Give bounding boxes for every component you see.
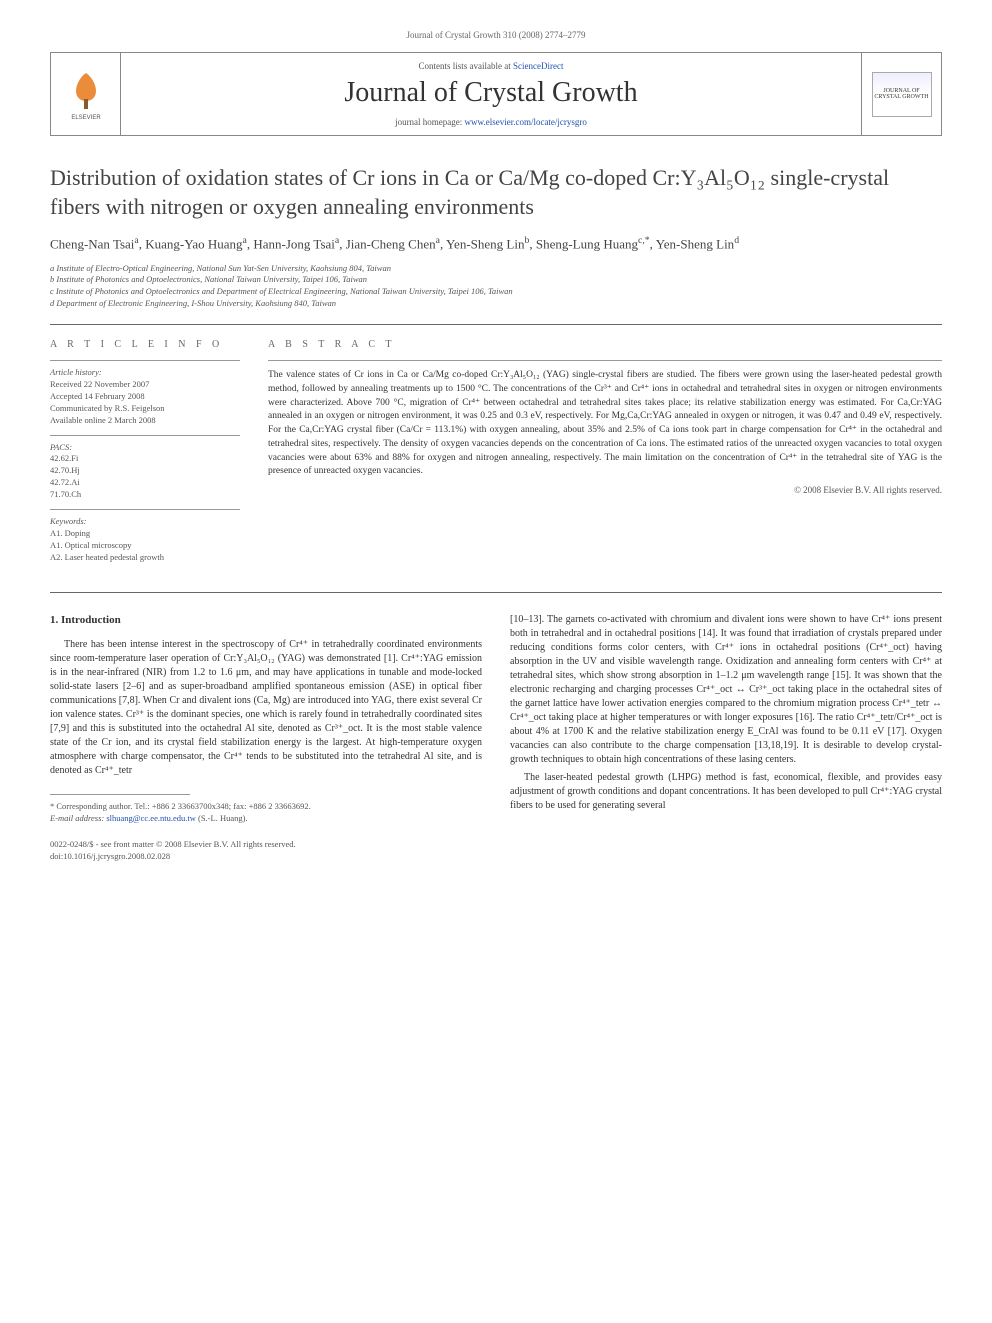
elsevier-tree-icon: ELSEVIER [62,67,110,122]
doi-block: 0022-0248/$ - see front matter © 2008 El… [50,839,482,863]
affiliation-line: b Institute of Photonics and Optoelectro… [50,274,942,286]
article-info-heading: A R T I C L E I N F O [50,339,240,350]
keyword-line: A1. Optical microscopy [50,540,240,552]
keyword-line: A1. Doping [50,528,240,540]
body-columns: 1. Introduction There has been intense i… [50,613,942,863]
section-heading-intro: 1. Introduction [50,613,482,628]
abstract-copyright: © 2008 Elsevier B.V. All rights reserved… [268,485,942,495]
affiliations: a Institute of Electro-Optical Engineeri… [50,263,942,311]
email-suffix: (S.-L. Huang). [196,813,248,823]
keywords-block: Keywords: A1. DopingA1. Optical microsco… [50,509,240,564]
article-history-block: Article history: Received 22 November 20… [50,360,240,426]
footnote-rule [50,794,190,795]
pacs-line: 42.70.Hj [50,465,240,477]
journal-header: ELSEVIER Contents lists available at Sci… [50,52,942,136]
keywords-label: Keywords: [50,516,240,528]
history-line: Received 22 November 2007 [50,379,240,391]
affiliation-line: c Institute of Photonics and Optoelectro… [50,286,942,298]
corresponding-line: * Corresponding author. Tel.: +886 2 336… [50,801,482,813]
corresponding-author: * Corresponding author. Tel.: +886 2 336… [50,801,482,825]
header-center: Contents lists available at ScienceDirec… [121,53,861,135]
article-info-sidebar: A R T I C L E I N F O Article history: R… [50,339,240,571]
pacs-line: 71.70.Ch [50,489,240,501]
right-column: [10–13]. The garnets co-activated with c… [510,613,942,863]
journal-cover-cell: JOURNAL OF CRYSTAL GROWTH [861,53,941,135]
history-line: Accepted 14 February 2008 [50,391,240,403]
pacs-label: PACS: [50,442,240,454]
doi-line: doi:10.1016/j.jcrysgro.2008.02.028 [50,851,482,863]
affiliation-line: d Department of Electronic Engineering, … [50,298,942,310]
intro-paragraph-right-1: [10–13]. The garnets co-activated with c… [510,613,942,767]
homepage-line: journal homepage: www.elsevier.com/locat… [121,117,861,127]
publisher-logo-cell: ELSEVIER [51,53,121,135]
history-label: Article history: [50,367,240,379]
abstract-column: A B S T R A C T The valence states of Cr… [268,339,942,571]
citation-line: Journal of Crystal Growth 310 (2008) 277… [50,30,942,40]
author-list: Cheng-Nan Tsaia, Kuang-Yao Huanga, Hann-… [50,235,942,252]
homepage-link[interactable]: www.elsevier.com/locate/jcrysgro [465,117,587,127]
keyword-line: A2. Laser heated pedestal growth [50,552,240,564]
sciencedirect-link[interactable]: ScienceDirect [513,61,563,71]
svg-text:ELSEVIER: ELSEVIER [71,115,101,121]
intro-paragraph-right-2: The laser-heated pedestal growth (LHPG) … [510,771,942,813]
rights-line: 0022-0248/$ - see front matter © 2008 El… [50,839,482,851]
abstract-text: The valence states of Cr ions in Ca or C… [268,360,942,479]
journal-cover-thumb: JOURNAL OF CRYSTAL GROWTH [872,72,932,117]
pacs-block: PACS: 42.62.Fi42.70.Hj42.72.Ai71.70.Ch [50,435,240,501]
pacs-line: 42.62.Fi [50,453,240,465]
history-line: Available online 2 March 2008 [50,415,240,427]
journal-name: Journal of Crystal Growth [121,77,861,109]
left-column: 1. Introduction There has been intense i… [50,613,482,863]
affiliation-line: a Institute of Electro-Optical Engineeri… [50,263,942,275]
divider [50,592,942,593]
article-title: Distribution of oxidation states of Cr i… [50,164,942,221]
intro-paragraph-left: There has been intense interest in the s… [50,638,482,778]
email-label: E-mail address: [50,813,106,823]
pacs-line: 42.72.Ai [50,477,240,489]
contents-prefix: Contents lists available at [419,61,513,71]
history-line: Communicated by R.S. Feigelson [50,403,240,415]
homepage-prefix: journal homepage: [395,117,464,127]
contents-available-line: Contents lists available at ScienceDirec… [121,61,861,71]
abstract-heading: A B S T R A C T [268,339,942,350]
email-link[interactable]: slhuang@cc.ee.ntu.edu.tw [106,813,196,823]
